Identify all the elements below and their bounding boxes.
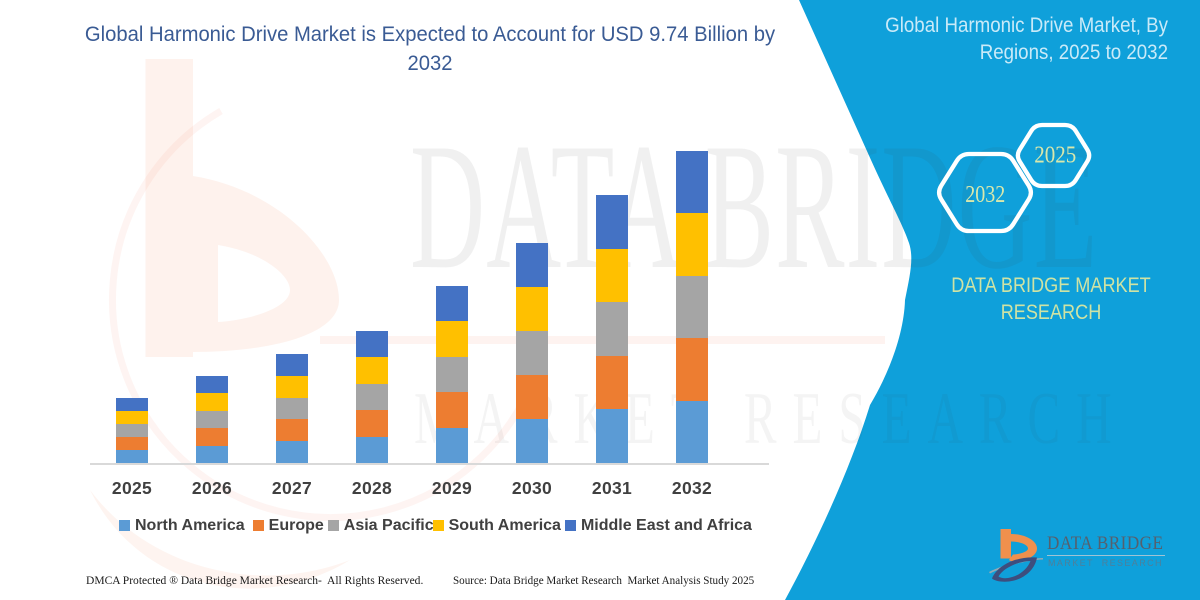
svg-text:2025: 2025 bbox=[1034, 143, 1076, 169]
svg-text:2032: 2032 bbox=[965, 182, 1005, 208]
